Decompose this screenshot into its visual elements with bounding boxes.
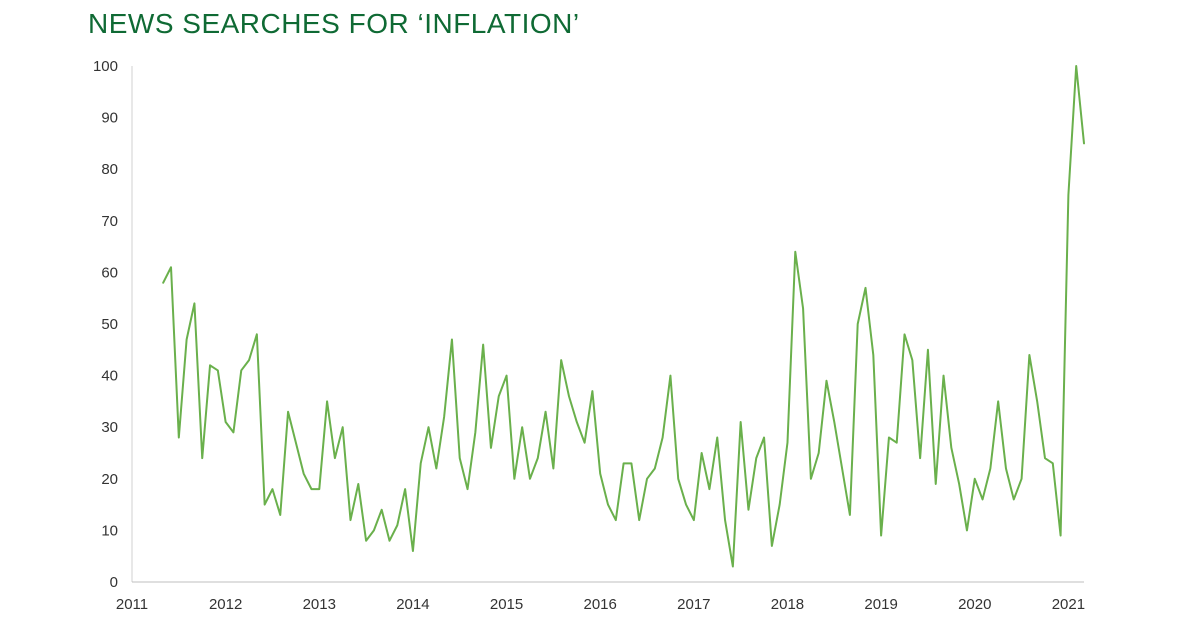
- x-tick-label: 2013: [303, 596, 336, 613]
- x-axis-labels: 2011 2012 2013 2014 2015 2016 2017 2018 2019 2020…: [116, 596, 1085, 613]
- y-tick-label: 10: [101, 522, 118, 539]
- series-line: [162, 65, 1085, 568]
- x-tick-label: 2020: [958, 596, 991, 613]
- x-tick-label: 2016: [584, 596, 617, 613]
- y-tick-label: 60: [101, 264, 118, 281]
- y-tick-label: 100: [93, 58, 118, 75]
- y-tick-label: 0: [110, 574, 118, 591]
- x-tick-label: 2019: [864, 596, 897, 613]
- x-tick-label: 2011: [116, 596, 148, 613]
- y-tick-label: 30: [101, 419, 118, 436]
- series-group: [162, 65, 1085, 568]
- x-tick-label: 2021: [1052, 596, 1085, 613]
- chart-title: NEWS SEARCHES FOR ‘INFLATION’: [88, 8, 580, 39]
- y-tick-label: 90: [101, 110, 118, 127]
- x-tick-label: 2015: [490, 596, 523, 613]
- y-tick-label: 40: [101, 368, 118, 385]
- y-tick-label: 70: [101, 213, 118, 230]
- x-tick-label: 2012: [209, 596, 242, 613]
- y-tick-label: 50: [101, 316, 118, 333]
- x-tick-label: 2017: [677, 596, 710, 613]
- y-axis-labels: 0 10 20 30 40 50 60 70 80 90 100: [93, 58, 118, 591]
- axes: [131, 66, 1084, 583]
- y-tick-label: 80: [101, 161, 118, 178]
- x-tick-label: 2018: [771, 596, 804, 613]
- x-tick-label: 2014: [396, 596, 429, 613]
- y-tick-label: 20: [101, 471, 118, 488]
